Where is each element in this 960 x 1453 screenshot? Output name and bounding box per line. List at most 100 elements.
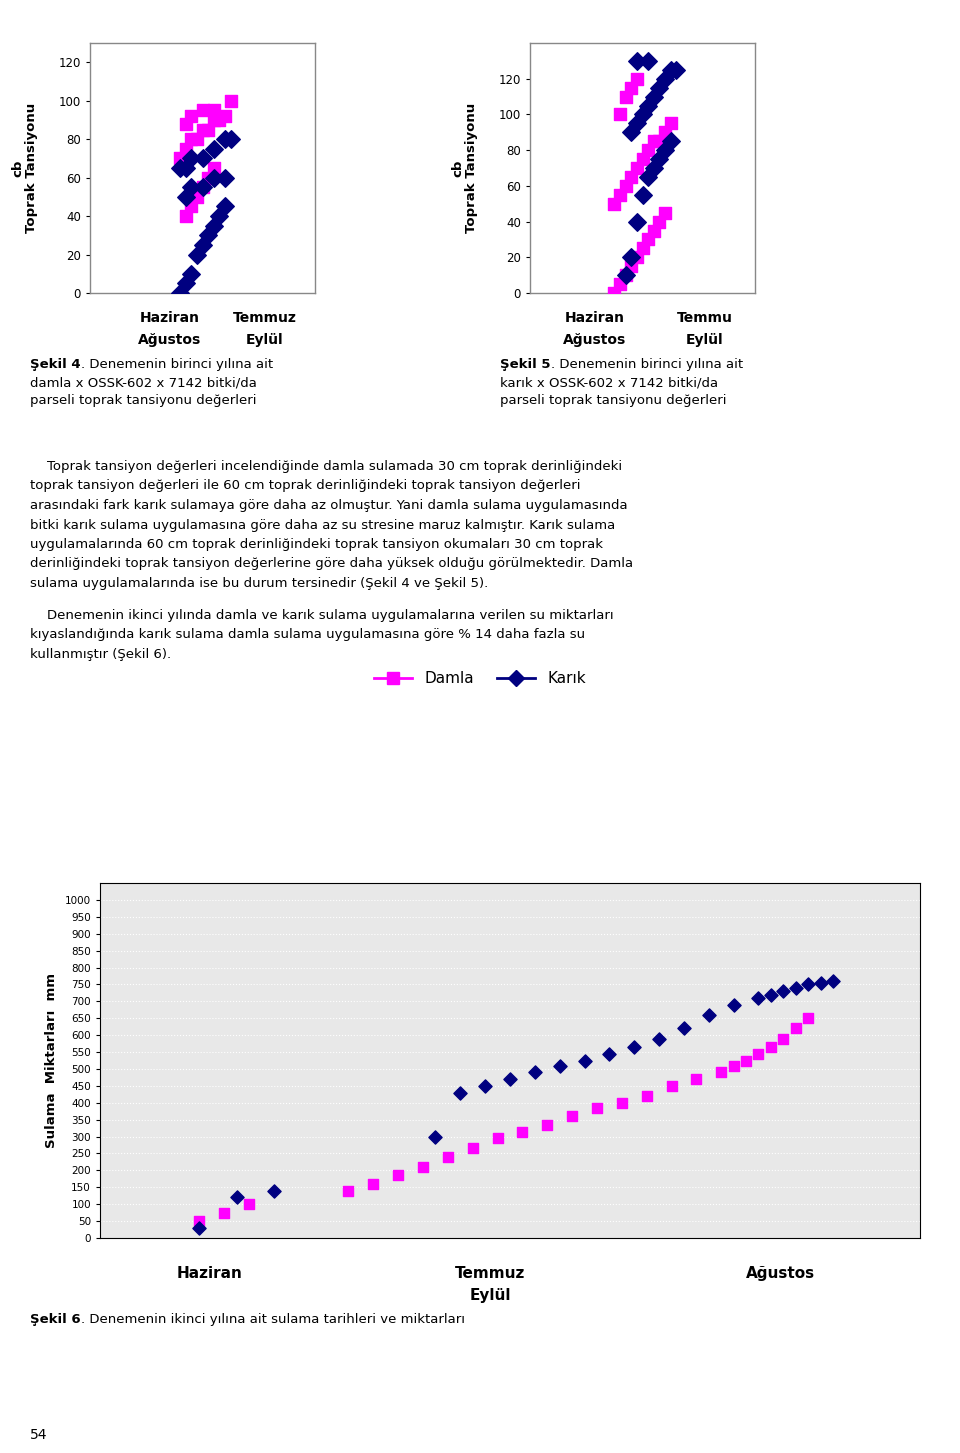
Point (663, 112, 679, 135)
Point (189, 128, 204, 151)
Point (635, 147, 650, 170)
Point (646, 84, 661, 108)
Point (577, 1049, 592, 1072)
Point (813, 971, 828, 994)
Point (564, 1104, 580, 1128)
Text: Ağustos: Ağustos (564, 333, 627, 347)
Point (640, 138, 656, 161)
Text: 54: 54 (30, 1428, 47, 1441)
Point (668, 58, 684, 81)
Point (652, 1027, 667, 1051)
Point (206, 214, 222, 237)
Point (663, 1074, 679, 1097)
Text: karık x OSSK-602 x 7142 bitki/da: karık x OSSK-602 x 7142 bitki/da (500, 376, 718, 389)
Point (178, 205, 193, 228)
Text: Haziran: Haziran (565, 311, 625, 325)
Point (652, 147, 667, 170)
Text: Şekil 5: Şekil 5 (500, 357, 550, 371)
Point (629, 209, 644, 232)
Text: Temmuz: Temmuz (233, 311, 297, 325)
Point (527, 1061, 542, 1084)
Point (206, 137, 222, 160)
Point (502, 1068, 517, 1091)
Point (612, 273, 628, 296)
Point (658, 201, 673, 224)
Point (465, 1136, 480, 1159)
Point (490, 1126, 505, 1149)
Point (663, 129, 679, 153)
Text: Eylül: Eylül (686, 333, 724, 347)
Point (217, 128, 232, 151)
Text: Toprak Tansiyonu: Toprak Tansiyonu (466, 103, 478, 232)
Point (589, 1096, 605, 1119)
Point (701, 1003, 716, 1026)
Point (607, 192, 622, 215)
Point (206, 166, 222, 189)
Point (738, 1049, 754, 1072)
Point (195, 118, 210, 141)
Point (646, 157, 661, 180)
Point (751, 1042, 766, 1065)
Point (178, 137, 193, 160)
Point (206, 157, 222, 180)
Point (195, 234, 210, 257)
Point (624, 166, 639, 189)
Point (217, 195, 232, 218)
Point (217, 1202, 232, 1225)
Point (751, 987, 766, 1010)
Point (646, 219, 661, 243)
Text: Temmuz: Temmuz (455, 1266, 525, 1282)
Point (212, 109, 228, 132)
Text: Eylül: Eylül (246, 333, 284, 347)
Text: damla x OSSK-602 x 7142 bitki/da: damla x OSSK-602 x 7142 bitki/da (30, 376, 257, 389)
Point (614, 1091, 630, 1114)
Point (612, 183, 628, 206)
Text: arasındaki fark karık sulamaya göre daha az olmuştur. Yani damla sulama uygulama: arasındaki fark karık sulamaya göre daha… (30, 498, 628, 511)
Point (229, 1186, 245, 1209)
Point (763, 1036, 779, 1059)
Point (618, 263, 634, 286)
Point (801, 1007, 816, 1030)
Text: . Denemenin ikinci yılına ait sulama tarihleri ve miktarları: . Denemenin ikinci yılına ait sulama tar… (81, 1314, 465, 1327)
Point (652, 76, 667, 99)
Point (452, 1081, 468, 1104)
Point (713, 1061, 729, 1084)
Point (223, 128, 238, 151)
Point (652, 209, 667, 232)
Point (640, 166, 656, 189)
Text: Haziran: Haziran (140, 311, 200, 325)
Point (217, 105, 232, 128)
Point (241, 1193, 256, 1216)
Point (640, 228, 656, 251)
Point (726, 992, 741, 1016)
Point (183, 105, 199, 128)
Point (801, 974, 816, 997)
Text: Ağustos: Ağustos (138, 333, 202, 347)
Legend: 30 cm, 60 cn: 30 cm, 60 cn (533, 0, 742, 3)
Point (624, 121, 639, 144)
Point (635, 237, 650, 260)
Point (726, 1053, 741, 1077)
Point (195, 176, 210, 199)
Point (629, 49, 644, 73)
Point (173, 157, 188, 180)
Text: Şekil 6: Şekil 6 (30, 1314, 81, 1327)
Text: Temmu: Temmu (677, 311, 732, 325)
Text: sulama uygulamalarında ise bu durum tersinedir (Şekil 4 ve Şekil 5).: sulama uygulamalarında ise bu durum ters… (30, 577, 489, 590)
Point (552, 1053, 567, 1077)
Text: bitki karık sulama uygulamasına göre daha az su stresine maruz kalmıştır. Karık : bitki karık sulama uygulamasına göre dah… (30, 519, 615, 532)
Point (540, 1113, 555, 1136)
Point (223, 89, 238, 112)
Point (189, 243, 204, 266)
Point (192, 1209, 207, 1232)
Text: Toprak Tansiyonu: Toprak Tansiyonu (26, 103, 38, 232)
Point (658, 67, 673, 90)
Point (663, 58, 679, 81)
Point (217, 166, 232, 189)
Point (173, 147, 188, 170)
Point (618, 84, 634, 108)
Point (602, 1042, 617, 1065)
Point (826, 969, 841, 992)
Point (763, 982, 779, 1005)
Point (206, 109, 222, 132)
